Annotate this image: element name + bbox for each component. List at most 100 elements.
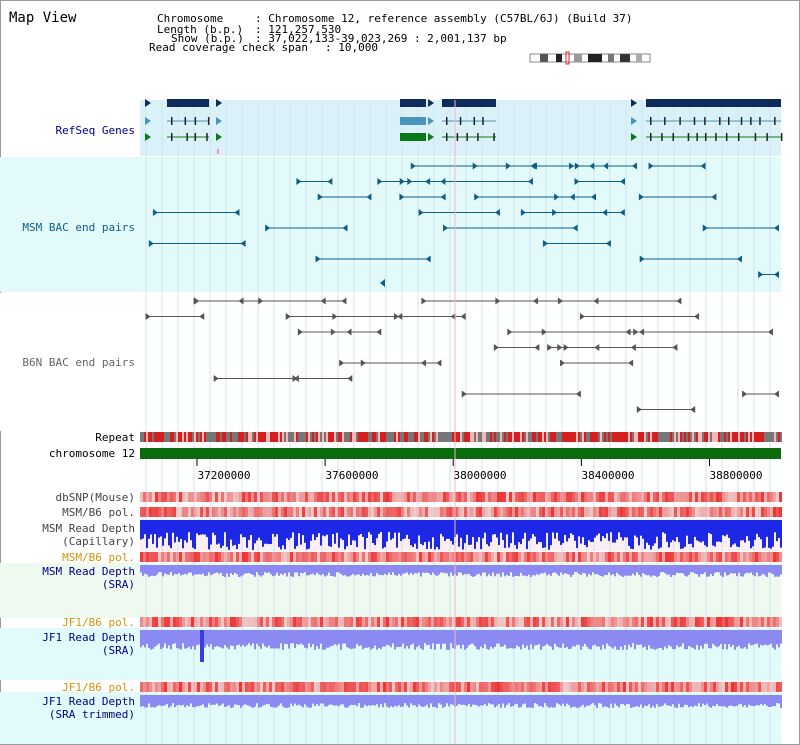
jf1-depth-trimmed-label[interactable]: JF1 Read Depth [42, 695, 135, 708]
bac-end-right [531, 162, 537, 170]
heat-cell [530, 507, 533, 517]
bac-end-left [461, 390, 467, 398]
depth-bar [220, 630, 222, 648]
msm-b6-pol-sra-label[interactable]: MSM/B6 pol. [62, 551, 135, 564]
heat-cell [332, 682, 335, 692]
heat-cell [260, 617, 263, 627]
heat-cell [296, 492, 299, 502]
b6n-bac-label[interactable]: B6N BAC end pairs [22, 356, 135, 369]
depth-bar [778, 520, 780, 538]
depth-bar [688, 565, 690, 575]
heat-cell [143, 682, 146, 692]
repeat-cell [474, 432, 476, 442]
heat-cell [545, 617, 548, 627]
depth-bar [368, 695, 370, 706]
heat-cell [626, 492, 629, 502]
repeat-cell [624, 432, 626, 442]
heat-cell [200, 492, 203, 502]
depth-bar [778, 565, 780, 577]
depth-bar [320, 630, 322, 644]
depth-bar [206, 565, 208, 576]
heat-cell [698, 682, 701, 692]
depth-bar [216, 630, 218, 647]
heat-cell [425, 617, 428, 627]
heat-cell [254, 552, 257, 562]
repeat-cell [696, 432, 698, 442]
polymorphism-heat-tracks[interactable] [140, 492, 782, 692]
dbsnp-label[interactable]: dbSNP(Mouse) [55, 491, 135, 504]
heat-cell [749, 682, 752, 692]
heat-cell [440, 492, 443, 502]
msm-depth-sra-label[interactable]: MSM Read Depth [42, 565, 135, 578]
depth-bar [326, 630, 328, 648]
depth-bar [140, 565, 142, 573]
jf1-b6-pol-2-label[interactable]: JF1/B6 pol. [62, 681, 135, 694]
heat-cell [362, 507, 365, 517]
depth-bar [200, 520, 202, 535]
depth-bar [700, 520, 702, 543]
msm-b6-pol-label[interactable]: MSM/B6 pol. [62, 506, 135, 519]
heat-cell [647, 682, 650, 692]
depth-bar [528, 565, 530, 575]
depth-bar [372, 695, 374, 706]
jf1-depth-sra-label[interactable]: JF1 Read Depth [42, 631, 135, 644]
repeat-cell [688, 432, 690, 442]
heat-cell [548, 492, 551, 502]
jf1-b6-pol-label[interactable]: JF1/B6 pol. [62, 616, 135, 629]
read-depth-tracks[interactable] [140, 520, 782, 708]
heat-cell [491, 492, 494, 502]
bac-end-left [152, 209, 158, 216]
depth-bar [754, 630, 756, 644]
depth-bar [184, 565, 186, 574]
heat-cell [482, 552, 485, 562]
depth-bar [764, 695, 766, 704]
heat-cell [500, 507, 503, 517]
repeat-cell [252, 432, 254, 442]
depth-bar [362, 520, 364, 537]
heat-cell [254, 492, 257, 502]
heat-cell [662, 552, 665, 562]
repeat-cell [694, 432, 696, 442]
heat-cell [632, 507, 635, 517]
b6n-bac-end-pairs-track[interactable] [145, 297, 779, 414]
depth-bar [412, 695, 414, 706]
depth-bar [588, 695, 590, 706]
heat-cell [371, 682, 374, 692]
chromosome-label: chromosome 12 [48, 447, 135, 460]
repeat-track[interactable] [140, 432, 782, 442]
heat-cell [179, 507, 182, 517]
depth-bar [292, 520, 294, 533]
heat-cell [230, 617, 233, 627]
depth-bar [574, 520, 576, 541]
msm-bac-label[interactable]: MSM BAC end pairs [22, 221, 135, 234]
chromosome-12-bar[interactable] [140, 448, 781, 459]
exon [446, 133, 448, 141]
heat-cell [482, 682, 485, 692]
depth-bar [572, 695, 574, 707]
refseq-genes-label[interactable]: RefSeq Genes [55, 124, 135, 137]
repeat-cell [538, 432, 540, 442]
msm-depth-capillary-label[interactable]: MSM Read Depth [42, 522, 135, 535]
chromosome-ideogram[interactable] [529, 51, 651, 65]
depth-bar [644, 520, 646, 549]
depth-bar [230, 565, 232, 574]
depth-bar [478, 565, 480, 574]
heat-cell [299, 682, 302, 692]
heat-cell [284, 682, 287, 692]
heat-cell [686, 507, 689, 517]
repeat-cell [198, 432, 200, 442]
depth-bar [524, 520, 526, 533]
heat-cell [284, 492, 287, 502]
depth-bar [656, 695, 658, 705]
msm-bac-end-pairs-track[interactable] [148, 162, 779, 288]
heat-cell [548, 682, 551, 692]
refseq-genes-track[interactable] [145, 99, 783, 154]
depth-bar [220, 695, 222, 705]
depth-bar [254, 695, 256, 707]
depth-bar [270, 695, 272, 707]
depth-bar [754, 565, 756, 577]
heat-cell [347, 492, 350, 502]
depth-bar [254, 630, 256, 650]
depth-bar [516, 565, 518, 576]
